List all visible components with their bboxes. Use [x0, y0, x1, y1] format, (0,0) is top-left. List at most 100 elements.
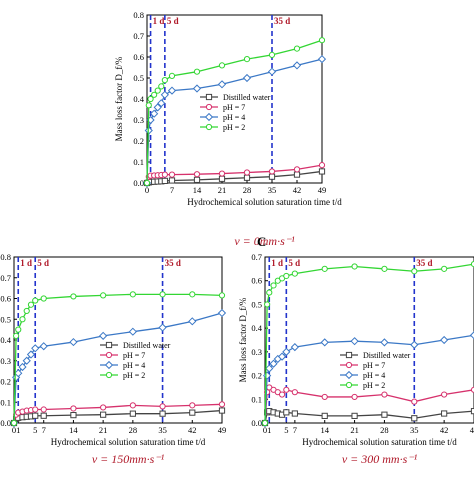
plot-frame: [264, 256, 474, 424]
y-tick-label: 0.6: [0, 294, 11, 304]
legend-entry: pH = 2: [223, 123, 245, 132]
data-point: [168, 171, 176, 178]
y-tick-label: 0.4: [0, 335, 11, 345]
x-axis-label: Hydrochemical solution saturation time t…: [302, 437, 457, 447]
data-point: [188, 317, 197, 326]
data-point: [268, 173, 276, 180]
x-tick-label: 1: [16, 425, 20, 435]
x-tick-label: 28: [243, 185, 252, 195]
data-point: [129, 402, 136, 409]
x-tick-label: 28: [380, 425, 389, 435]
data-point: [154, 87, 161, 94]
data-point: [411, 398, 418, 405]
data-point: [317, 54, 327, 64]
day-marker-label: 35 d: [165, 258, 181, 268]
data-point: [70, 293, 77, 300]
data-point: [242, 73, 252, 83]
chart-panel-3: 0.0 0.1 0.2 0.3 0.4 0.5 0.6 0.7 01 57 14 21 28 35 42 49…: [238, 234, 474, 466]
data-point: [100, 404, 107, 411]
data-point: [410, 340, 419, 349]
data-point: [261, 419, 269, 427]
legend-entry: pH = 4: [123, 361, 145, 370]
data-point: [218, 407, 226, 414]
y-tick-label: 0.3: [0, 356, 11, 366]
data-point: [291, 270, 298, 277]
data-point: [264, 301, 271, 308]
data-point: [441, 410, 448, 417]
data-point: [277, 352, 287, 361]
data-point: [23, 307, 30, 315]
x-tick-label: 0: [12, 425, 16, 435]
x-tick-label: 49: [470, 425, 474, 435]
day-marker-label: 35 d: [416, 258, 432, 268]
data-point: [10, 419, 18, 427]
data-point: [278, 391, 286, 398]
day-marker-label: 1 d: [20, 258, 32, 268]
y-tick-label: 0.3: [133, 115, 144, 125]
data-point: [268, 168, 276, 175]
data-point: [26, 350, 36, 359]
series-4: [261, 261, 474, 427]
x-tick-label: 7: [170, 185, 174, 195]
panel-letter: C: [257, 234, 266, 249]
data-point: [129, 410, 136, 417]
x-tick-label: 14: [69, 425, 78, 435]
data-point: [320, 338, 329, 347]
data-point: [70, 405, 77, 412]
data-point: [218, 175, 226, 182]
data-point: [19, 316, 26, 323]
condition-label: v = 0mm·s⁻¹: [234, 234, 295, 248]
data-point: [293, 171, 301, 178]
y-tick-label: 0.3: [251, 347, 262, 357]
condition-label: v = 300 mm·s⁻¹: [342, 452, 418, 466]
x-tick-label: 1: [267, 425, 271, 435]
y-tick-label: 0.6: [251, 276, 262, 286]
series-4: [143, 37, 326, 187]
data-point: [129, 291, 136, 298]
day-marker-label: 1 d: [153, 16, 165, 26]
x-tick-label: 14: [193, 185, 202, 195]
data-point: [268, 51, 276, 59]
y-tick-label: 0.5: [0, 314, 11, 324]
x-tick-label: 5: [33, 425, 37, 435]
legend-swatch-marker: [345, 381, 353, 389]
data-point: [218, 401, 226, 408]
legend-swatch-marker: [205, 123, 213, 131]
data-point: [318, 168, 326, 175]
legend-entry: pH = 7: [363, 361, 385, 370]
data-point: [32, 406, 39, 413]
data-point: [381, 265, 388, 272]
x-tick-label: 42: [188, 425, 197, 435]
data-point: [218, 62, 226, 69]
data-point: [321, 412, 328, 419]
data-point: [189, 409, 196, 416]
series-3: [9, 308, 227, 428]
y-tick-label: 0.7: [133, 31, 144, 41]
data-point: [100, 411, 107, 418]
data-point: [189, 291, 196, 298]
data-point: [69, 337, 78, 347]
data-point: [192, 84, 202, 93]
data-point: [153, 103, 162, 112]
data-point: [151, 91, 158, 98]
y-axis-label: Mass loss factor D_f/%: [114, 56, 124, 141]
data-point: [145, 102, 152, 109]
y-tick-label: 0.5: [251, 299, 262, 309]
data-point: [283, 272, 290, 280]
legend-entry: pH = 2: [363, 381, 385, 390]
data-point: [147, 95, 154, 103]
series-4: [10, 291, 226, 427]
data-point: [193, 176, 201, 183]
y-tick-label: 0.7: [251, 252, 262, 262]
x-tick-label: 35: [158, 425, 167, 435]
y-tick-label: 0.2: [133, 136, 144, 146]
x-axis-label: Hydrochemical solution saturation time t…: [187, 197, 342, 207]
legend-swatch-marker: [205, 93, 213, 101]
day-marker-label: 35 d: [274, 16, 290, 26]
y-tick-label: 0.2: [0, 377, 11, 387]
x-tick-label: 0: [263, 425, 267, 435]
data-point: [243, 56, 251, 63]
legend-entry: pH = 7: [123, 351, 145, 360]
series-1: [10, 407, 226, 427]
day-marker-label: 5 d: [37, 258, 49, 268]
